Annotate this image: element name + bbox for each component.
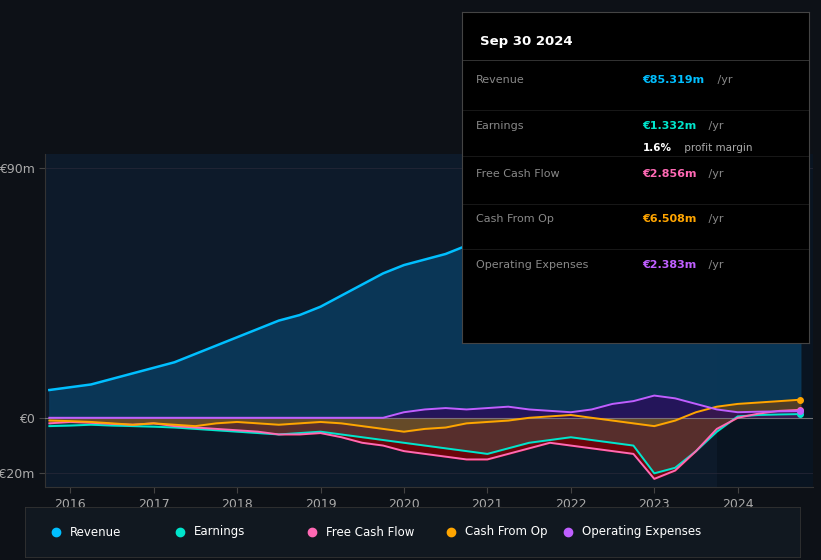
Text: Revenue: Revenue [476,75,525,85]
Text: Cash From Op: Cash From Op [466,525,548,539]
Text: Free Cash Flow: Free Cash Flow [476,169,560,179]
Text: /yr: /yr [714,75,733,85]
Text: Free Cash Flow: Free Cash Flow [326,525,414,539]
Text: Sep 30 2024: Sep 30 2024 [479,35,572,49]
Bar [717,154,813,487]
Text: Operating Expenses: Operating Expenses [582,525,701,539]
Text: /yr: /yr [705,169,724,179]
Text: Cash From Op: Cash From Op [476,214,554,224]
Text: €2.383m: €2.383m [642,260,697,270]
Text: €85.319m: €85.319m [642,75,704,85]
Text: /yr: /yr [705,260,724,270]
Text: /yr: /yr [705,122,724,131]
Text: Revenue: Revenue [70,525,121,539]
Text: Earnings: Earnings [194,525,245,539]
Text: €1.332m: €1.332m [642,122,697,131]
Text: Earnings: Earnings [476,122,525,131]
Text: €6.508m: €6.508m [642,214,697,224]
Text: profit margin: profit margin [681,143,753,153]
Text: €2.856m: €2.856m [642,169,697,179]
Text: /yr: /yr [705,214,724,224]
Text: 1.6%: 1.6% [642,143,672,153]
Text: Operating Expenses: Operating Expenses [476,260,589,270]
